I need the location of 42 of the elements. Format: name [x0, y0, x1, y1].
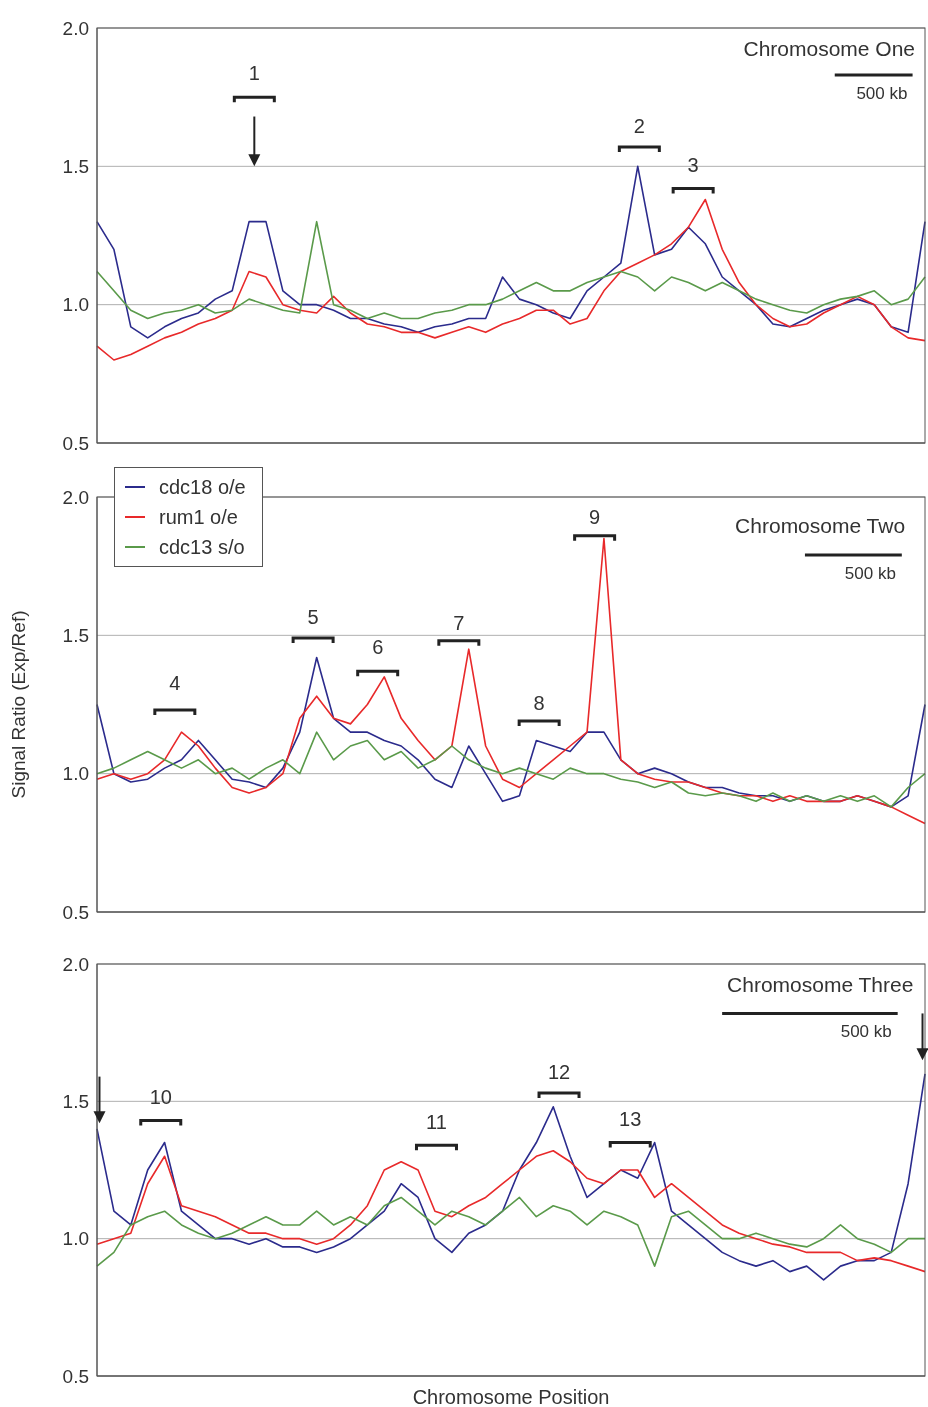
- legend-label: rum1 o/e: [159, 505, 238, 530]
- line-series: [96, 537, 926, 825]
- annotation: 3: [687, 153, 699, 176]
- x-axis-title: Chromosome Position: [412, 1386, 610, 1407]
- annotation: 500 kb: [844, 563, 896, 583]
- chart-title: Chromosome One: [743, 36, 916, 60]
- y-tick-label: 0.5: [62, 432, 89, 454]
- y-tick-label: 1.5: [62, 1091, 89, 1113]
- annotation: 11: [426, 1110, 447, 1133]
- text: Chromosome Two: [735, 513, 906, 537]
- y-tick-label: 1.5: [62, 625, 89, 647]
- y-tick-label: 1.0: [62, 1228, 89, 1250]
- y-tick-label: 1.0: [62, 763, 89, 785]
- y-tick-label: 0.5: [62, 901, 89, 923]
- annotation: 13: [619, 1107, 642, 1130]
- annotation: 9: [589, 506, 601, 529]
- y-tick-label: 0.5: [62, 1365, 89, 1387]
- annotation: 2: [633, 114, 645, 137]
- annotation: 12: [547, 1061, 571, 1084]
- chart-title: Chromosome Three: [727, 972, 914, 996]
- line-series: [96, 220, 926, 320]
- annotation: 10: [149, 1085, 172, 1108]
- legend-label: cdc13 s/o: [159, 535, 245, 560]
- line-series: [96, 198, 926, 361]
- y-tick-label: 1.5: [62, 156, 89, 178]
- line-series: [96, 731, 926, 808]
- y-tick-label: 2.0: [62, 17, 89, 39]
- annotation: 8: [533, 691, 545, 714]
- line-series: [96, 1149, 926, 1273]
- y-tick-label: 2.0: [62, 486, 89, 508]
- annotation: 4: [169, 672, 181, 695]
- annotation: 7: [453, 611, 465, 634]
- y-axis-title: Signal Ratio (Exp/Ref): [7, 610, 29, 799]
- annotation: 5: [307, 606, 319, 629]
- y-tick-label: 2.0: [62, 953, 89, 975]
- annotation: 6: [372, 636, 384, 659]
- annotation: 500 kb: [856, 83, 908, 103]
- y-tick-label: 1.0: [62, 294, 89, 316]
- annotation: 500 kb: [840, 1022, 892, 1042]
- annotation: 1: [248, 62, 260, 85]
- legend-label: cdc18 o/e: [159, 475, 246, 500]
- line-series: [96, 1196, 926, 1267]
